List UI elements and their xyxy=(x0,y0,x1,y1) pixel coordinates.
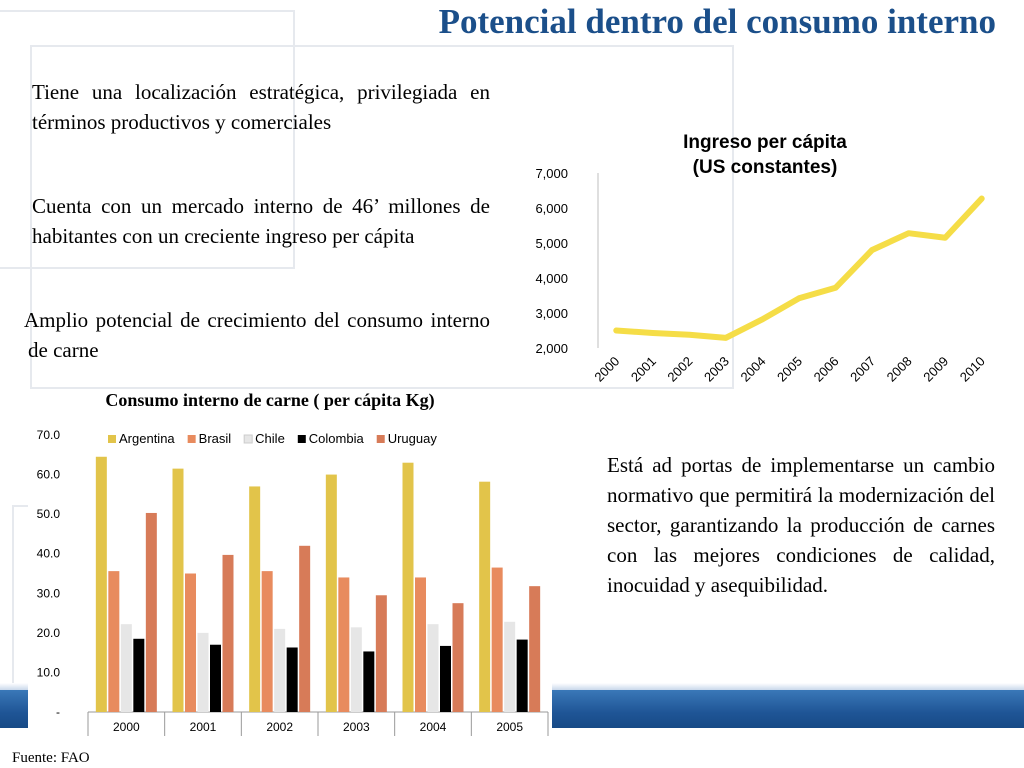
x-tick-label: 2006 xyxy=(811,354,842,385)
bar-colombia xyxy=(440,645,451,712)
y-tick-label: 30.0 xyxy=(37,586,61,600)
legend-label-brasil: Brasil xyxy=(199,431,232,446)
bar-argentina xyxy=(402,462,414,712)
background-frame-left xyxy=(0,10,295,269)
y-tick-label: 3,000 xyxy=(535,306,568,321)
income-series-line xyxy=(613,195,985,341)
bar-uruguay xyxy=(529,586,541,712)
y-tick-label: 6,000 xyxy=(535,201,568,216)
bar-uruguay xyxy=(452,603,464,712)
bar-brasil xyxy=(338,577,350,712)
bar-uruguay xyxy=(299,545,311,712)
income-chart-title-line1: Ingreso per cápita xyxy=(683,132,847,153)
bar-argentina xyxy=(95,456,107,712)
legend-swatch-argentina xyxy=(108,435,116,443)
bar-colombia xyxy=(286,647,298,712)
legend-label-argentina: Argentina xyxy=(119,431,175,446)
legend-swatch-chile xyxy=(243,434,253,444)
background-frame-top xyxy=(30,45,734,389)
slide-title: Potencial dentro del consumo interno xyxy=(438,2,996,41)
y-tick-label: 5,000 xyxy=(535,236,568,251)
bar-argentina xyxy=(479,481,491,712)
legend-swatch-uruguay xyxy=(376,435,385,443)
bar-brasil xyxy=(261,571,273,712)
legend-swatch-colombia xyxy=(297,435,306,443)
bar-colombia xyxy=(516,639,528,712)
y-tick-label: 60.0 xyxy=(37,468,61,482)
x-tick-label: 2000 xyxy=(113,720,140,734)
bar-uruguay xyxy=(375,595,387,712)
x-tick-label: 2004 xyxy=(738,354,769,385)
bar-argentina xyxy=(172,468,184,712)
meat-chart-title: Consumo interno de carne ( per cápita Kg… xyxy=(105,390,435,410)
x-tick-label: 2009 xyxy=(920,354,951,385)
bar-colombia xyxy=(363,651,375,712)
bar-uruguay xyxy=(145,512,157,712)
y-tick-label: - xyxy=(56,705,60,719)
x-tick-label: 2007 xyxy=(847,354,878,385)
y-tick-label: 40.0 xyxy=(37,547,61,561)
bar-chile xyxy=(274,628,286,712)
bullet-mercado-interno: Cuenta con un mercado interno de 46’ mil… xyxy=(32,194,490,248)
y-tick-label: 50.0 xyxy=(37,507,61,521)
x-tick-label: 2004 xyxy=(420,720,447,734)
x-tick-label: 2001 xyxy=(628,354,659,385)
bar-argentina xyxy=(249,486,261,712)
x-tick-label: 2001 xyxy=(190,720,217,734)
bar-uruguay xyxy=(222,554,234,712)
y-tick-label: 4,000 xyxy=(535,271,568,286)
y-tick-label: 2,000 xyxy=(535,341,568,356)
x-tick-label: 2002 xyxy=(266,720,293,734)
bar-chile xyxy=(427,624,439,712)
bullet-localizacion: Tiene una localización estratégica, priv… xyxy=(32,80,490,134)
legend-swatch-brasil xyxy=(187,435,196,443)
legend-label-colombia: Colombia xyxy=(309,431,365,446)
y-tick-label: 7,000 xyxy=(535,166,568,181)
x-tick-label: 2008 xyxy=(884,354,915,385)
meat-consumption-bar-chart: - 10.0 20.0 30.0 40.0 50.0 60.0 70.0 2000 2001 200… xyxy=(28,425,552,749)
legend-label-uruguay: Uruguay xyxy=(388,431,438,446)
bar-chile xyxy=(197,632,209,712)
x-tick-label: 2000 xyxy=(591,354,622,385)
bar-chile xyxy=(350,627,362,712)
x-tick-label: 2005 xyxy=(496,720,523,734)
source-note: Fuente: FAO xyxy=(12,750,90,766)
x-tick-label: 2002 xyxy=(664,354,695,385)
y-tick-label: 70.0 xyxy=(37,428,61,442)
bar-colombia xyxy=(210,644,221,712)
x-tick-label: 2010 xyxy=(957,354,988,385)
bar-colombia xyxy=(133,638,145,712)
income-chart-title: Ingreso per cápita (US constantes) xyxy=(635,130,895,180)
x-tick-label: 2005 xyxy=(774,354,805,385)
x-tick-label: 2003 xyxy=(343,720,370,734)
y-tick-label: 20.0 xyxy=(37,626,61,640)
bar-brasil xyxy=(108,571,120,712)
x-tick-label: 2003 xyxy=(701,354,732,385)
legend-label-chile: Chile xyxy=(255,431,285,446)
bar-brasil xyxy=(415,577,426,712)
y-tick-label: 10.0 xyxy=(37,665,61,679)
bullet-potencial-carne: Amplio potencial de crecimiento del cons… xyxy=(24,308,490,362)
income-chart-title-line2: (US constantes) xyxy=(692,157,838,178)
bar-chile xyxy=(120,624,132,712)
bar-brasil xyxy=(185,573,196,712)
bar-argentina xyxy=(325,474,337,712)
normative-change-paragraph: Está ad portas de implementarse un cambi… xyxy=(607,453,995,597)
bar-brasil xyxy=(491,567,503,712)
bar-chile xyxy=(504,621,516,712)
